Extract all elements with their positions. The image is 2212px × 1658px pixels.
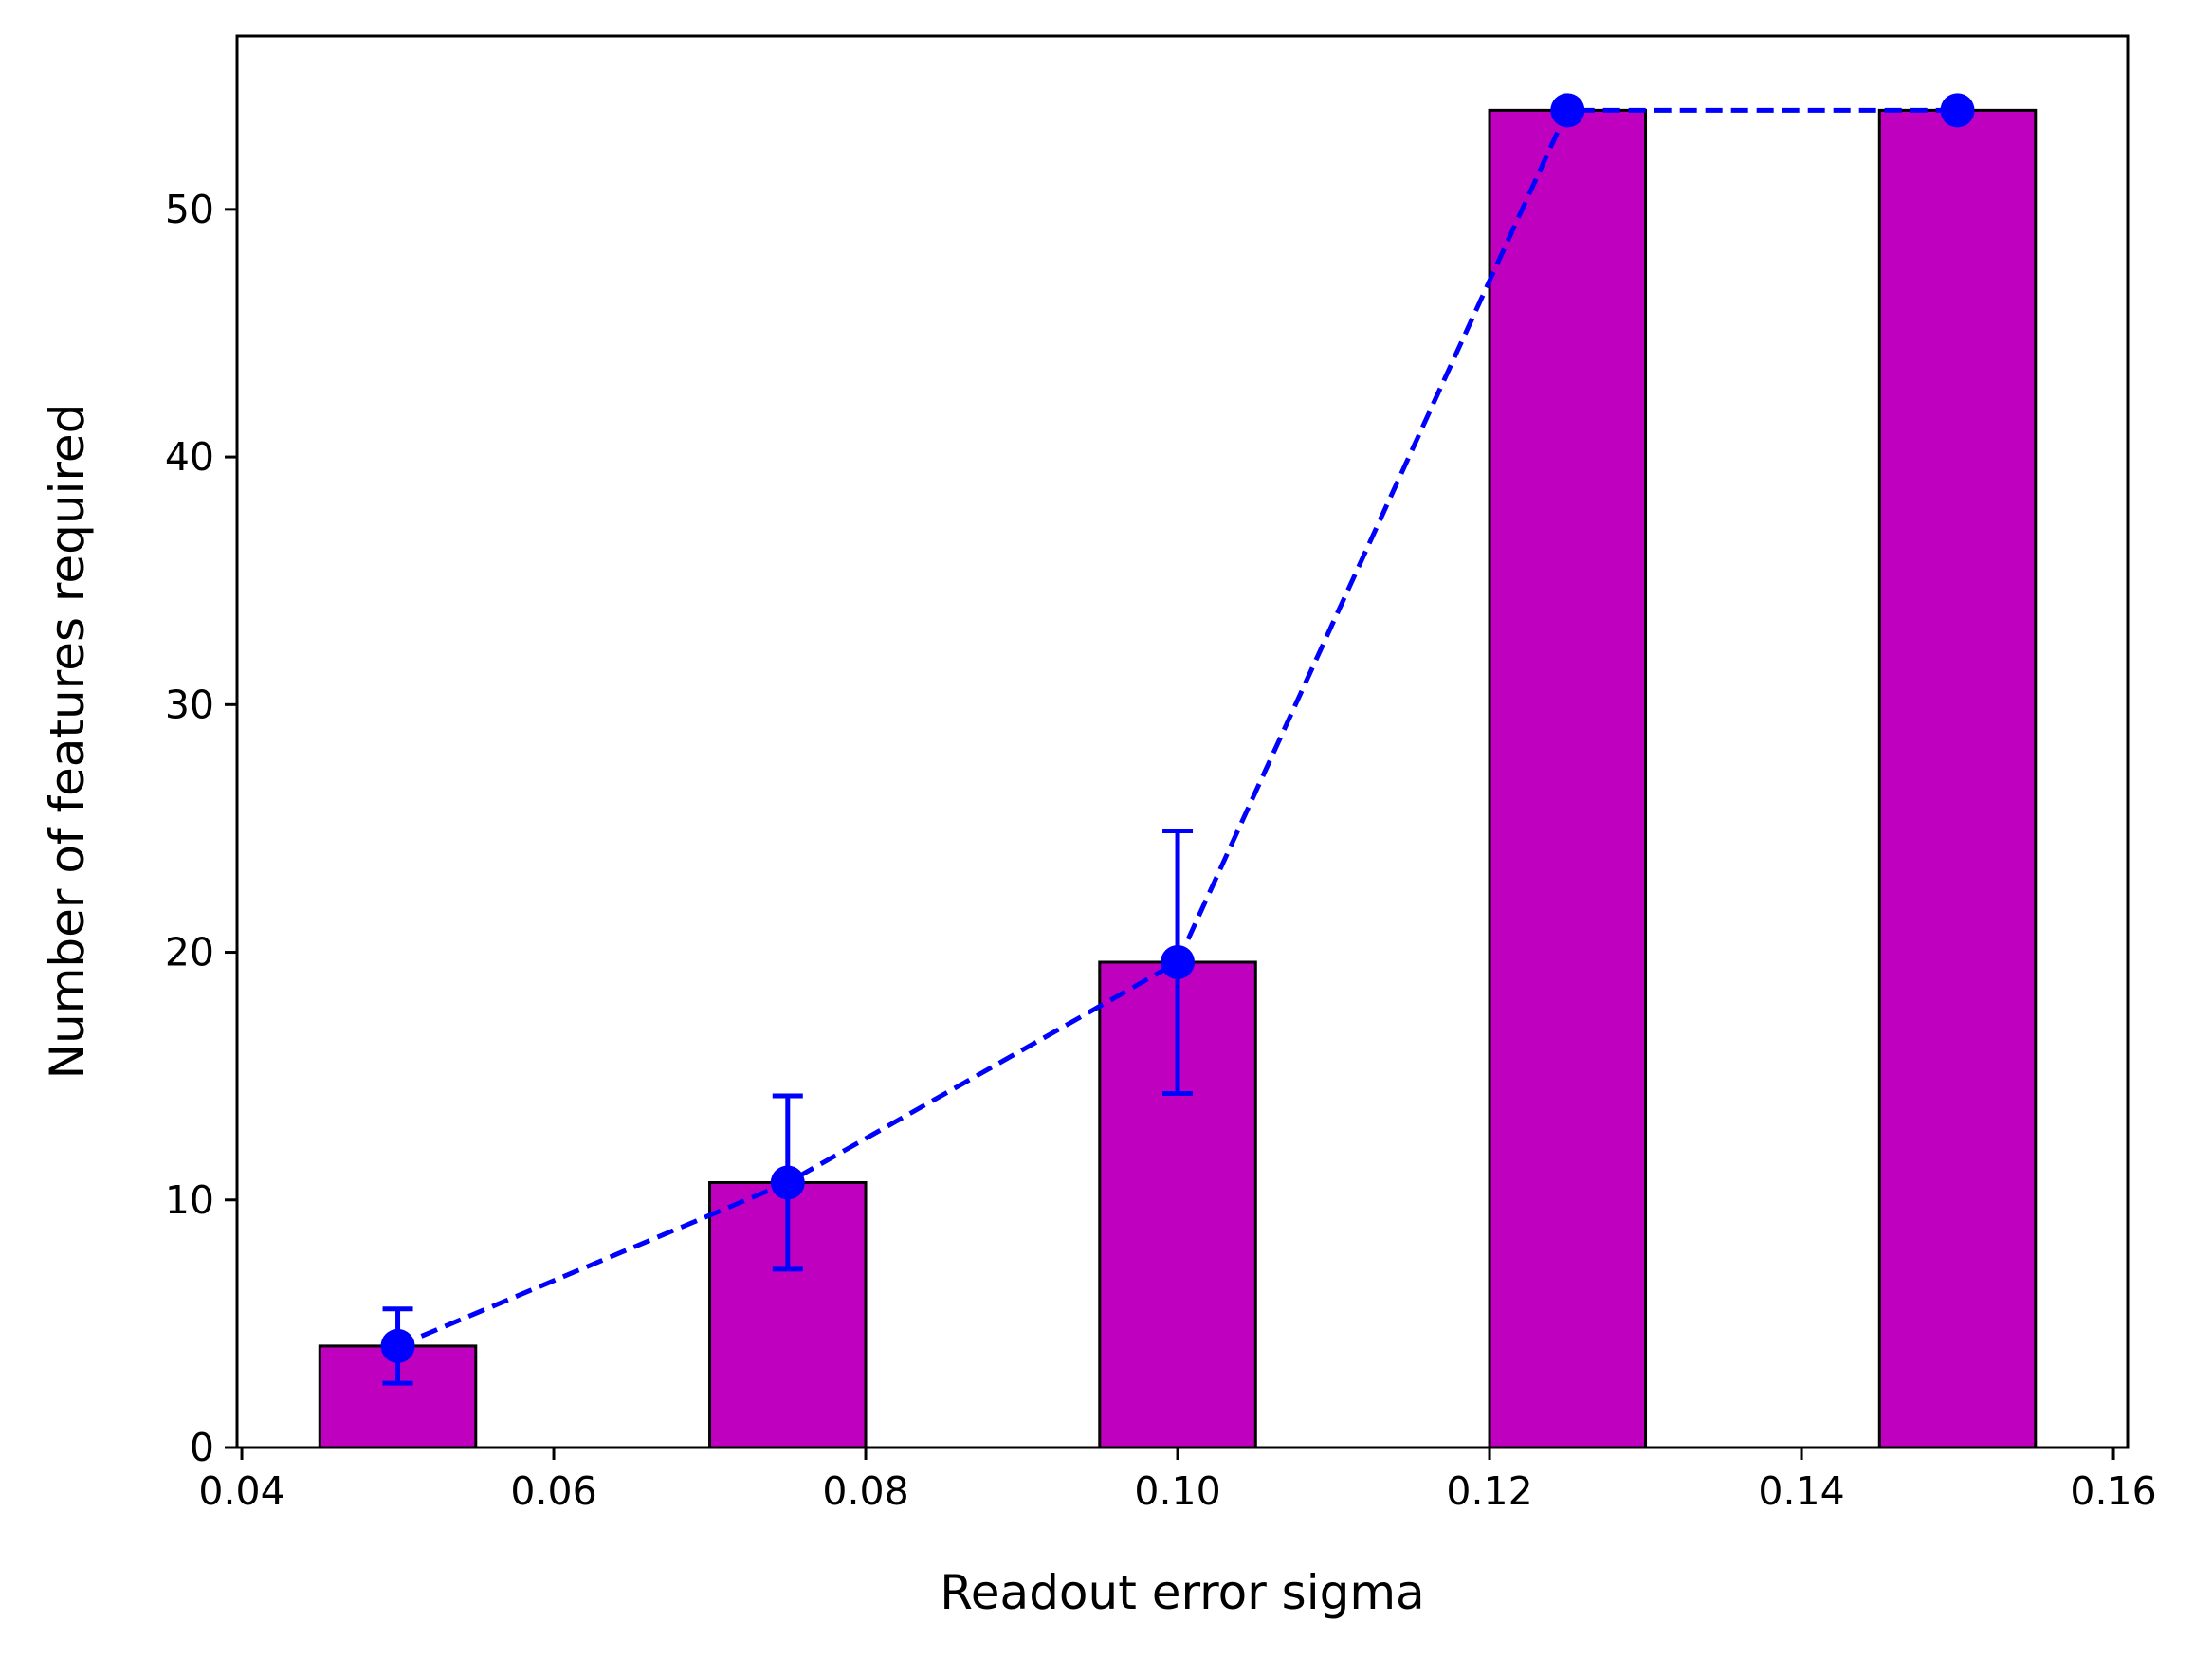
x-tick-label-1: 0.06 [510,1468,596,1514]
x-axis-label: Readout error sigma [940,1565,1424,1620]
x-tick-label-6: 0.16 [2070,1468,2156,1514]
bars-group [318,108,2038,1449]
y-tick-label-5: 50 [165,187,214,232]
data-point-0 [380,1328,415,1363]
x-tick-label-2: 0.08 [822,1468,908,1514]
data-point-1 [770,1165,805,1200]
bar-4 [1877,108,2038,1449]
data-point-3 [1550,93,1585,128]
data-point-2 [1161,944,1196,979]
x-tick-label-0: 0.04 [198,1468,284,1514]
y-tick-label-1: 10 [165,1177,214,1223]
x-tick-label-5: 0.14 [1758,1468,1844,1514]
data-point-4 [1940,93,1975,128]
x-tick-label-4: 0.12 [1446,1468,1532,1514]
plot-frame [235,34,2130,1449]
y-tick-label-2: 20 [165,930,214,975]
trend-line-group [380,93,1975,1363]
x-axis-ticks: 0.04 0.06 0.08 0.10 0.12 0.14 0.16 [198,1448,2157,1514]
y-tick-label-4: 40 [165,434,214,480]
y-tick-label-3: 30 [165,682,214,727]
y-axis-label: Number of features required [40,404,95,1080]
x-tick-label-3: 0.10 [1134,1468,1220,1514]
y-axis-ticks: 0 10 20 30 40 50 [165,187,237,1470]
bar-3 [1488,108,1648,1449]
y-tick-label-0: 0 [190,1425,214,1470]
